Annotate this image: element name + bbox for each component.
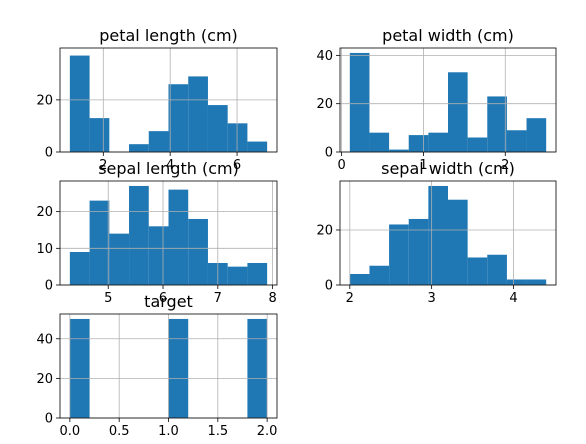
histogram-bar bbox=[487, 96, 507, 152]
x-tick-label: 8 bbox=[268, 291, 276, 306]
y-tick-label: 20 bbox=[36, 372, 53, 387]
y-tick-label: 0 bbox=[45, 412, 53, 427]
subplot-title: petal width (cm) bbox=[382, 26, 514, 45]
histogram-bar bbox=[428, 185, 448, 285]
histogram-bar bbox=[349, 273, 370, 285]
y-tick-label: 0 bbox=[45, 146, 53, 161]
x-tick-label: 2 bbox=[99, 158, 107, 173]
x-tick-label: 1 bbox=[419, 158, 427, 173]
histogram-bar bbox=[89, 118, 110, 152]
histogram-bar bbox=[408, 135, 429, 152]
y-tick-label: 0 bbox=[45, 279, 53, 294]
histogram-bar bbox=[109, 233, 130, 285]
histogram-bar bbox=[188, 76, 208, 152]
histogram-bar bbox=[448, 199, 468, 285]
subplot-title: sepal width (cm) bbox=[381, 159, 515, 178]
histogram-bar bbox=[188, 218, 208, 285]
x-tick-label: 5 bbox=[104, 291, 112, 306]
histogram-bar bbox=[69, 318, 90, 418]
histogram-bar bbox=[168, 318, 189, 418]
axes-frame bbox=[59, 180, 278, 286]
histogram-bar bbox=[389, 149, 409, 152]
histogram-bar bbox=[448, 72, 468, 152]
histogram-bar bbox=[506, 279, 527, 285]
histogram-bar bbox=[129, 144, 149, 152]
y-tick-label: 10 bbox=[36, 242, 53, 257]
histogram-bar bbox=[247, 262, 268, 285]
histogram-bar bbox=[428, 132, 448, 152]
subplot-4: 0.0 0.5 1.0 1.5 2.0 0 20 40 target bbox=[36, 292, 277, 439]
y-tick-label: 40 bbox=[316, 49, 333, 64]
histogram-bar bbox=[247, 318, 268, 418]
subplot-2: 5 6 7 8 0 10 20 sepal length (cm) bbox=[36, 159, 278, 306]
histogram-bar bbox=[168, 84, 189, 152]
histogram-bar bbox=[247, 141, 268, 152]
histogram-bar bbox=[369, 132, 390, 152]
histogram-bar bbox=[526, 118, 547, 152]
histogram-bar bbox=[69, 251, 90, 285]
histogram-bar bbox=[467, 137, 488, 152]
histogram-bar bbox=[227, 266, 248, 285]
x-tick-label: 2 bbox=[346, 291, 354, 306]
x-tick-label: 0.0 bbox=[60, 424, 81, 439]
subplot-title: sepal length (cm) bbox=[98, 159, 239, 178]
x-tick-label: 2 bbox=[501, 158, 509, 173]
x-tick-label: 4 bbox=[166, 158, 174, 173]
x-tick-label: 3 bbox=[427, 291, 435, 306]
y-tick-label: 20 bbox=[36, 93, 53, 108]
x-tick-label: 4 bbox=[509, 291, 517, 306]
axes-frame bbox=[339, 180, 557, 286]
x-tick-label: 1.5 bbox=[207, 424, 228, 439]
histogram-bar bbox=[369, 265, 390, 285]
histogram-bar bbox=[349, 52, 370, 153]
histogram-bar bbox=[207, 105, 228, 152]
y-tick-label: 20 bbox=[36, 205, 53, 220]
subplot-title: target bbox=[144, 292, 193, 311]
histogram-bar bbox=[148, 226, 169, 285]
histogram-bar bbox=[69, 55, 90, 152]
histogram-bar bbox=[506, 130, 527, 152]
histogram-bar bbox=[129, 185, 149, 285]
x-tick-label: 0 bbox=[337, 158, 345, 173]
axes-frame bbox=[339, 47, 557, 153]
histogram-bar bbox=[168, 189, 189, 285]
x-tick-label: 2.0 bbox=[257, 424, 278, 439]
x-tick-label: 0.5 bbox=[109, 424, 130, 439]
histogram-bar bbox=[467, 257, 488, 285]
x-tick-label: 6 bbox=[159, 291, 167, 306]
histogram-bar bbox=[89, 200, 110, 285]
x-tick-label: 6 bbox=[233, 158, 241, 173]
histogram-bar bbox=[227, 123, 248, 152]
histogram-bar bbox=[408, 218, 429, 285]
y-tick-label: 20 bbox=[316, 223, 333, 238]
subplot-0: 2 4 6 0 20 petal length (cm) bbox=[36, 26, 278, 173]
y-tick-label: 20 bbox=[316, 97, 333, 112]
y-tick-label: 0 bbox=[325, 146, 333, 161]
x-tick-label: 7 bbox=[214, 291, 222, 306]
histogram-bar bbox=[487, 254, 507, 285]
histogram-bar bbox=[389, 224, 409, 285]
histogram-bar bbox=[148, 131, 169, 152]
x-tick-label: 1.0 bbox=[158, 424, 179, 439]
subplot-title: petal length (cm) bbox=[99, 26, 238, 45]
histogram-bar bbox=[526, 279, 547, 285]
y-tick-label: 40 bbox=[36, 332, 53, 347]
y-tick-label: 0 bbox=[325, 279, 333, 294]
